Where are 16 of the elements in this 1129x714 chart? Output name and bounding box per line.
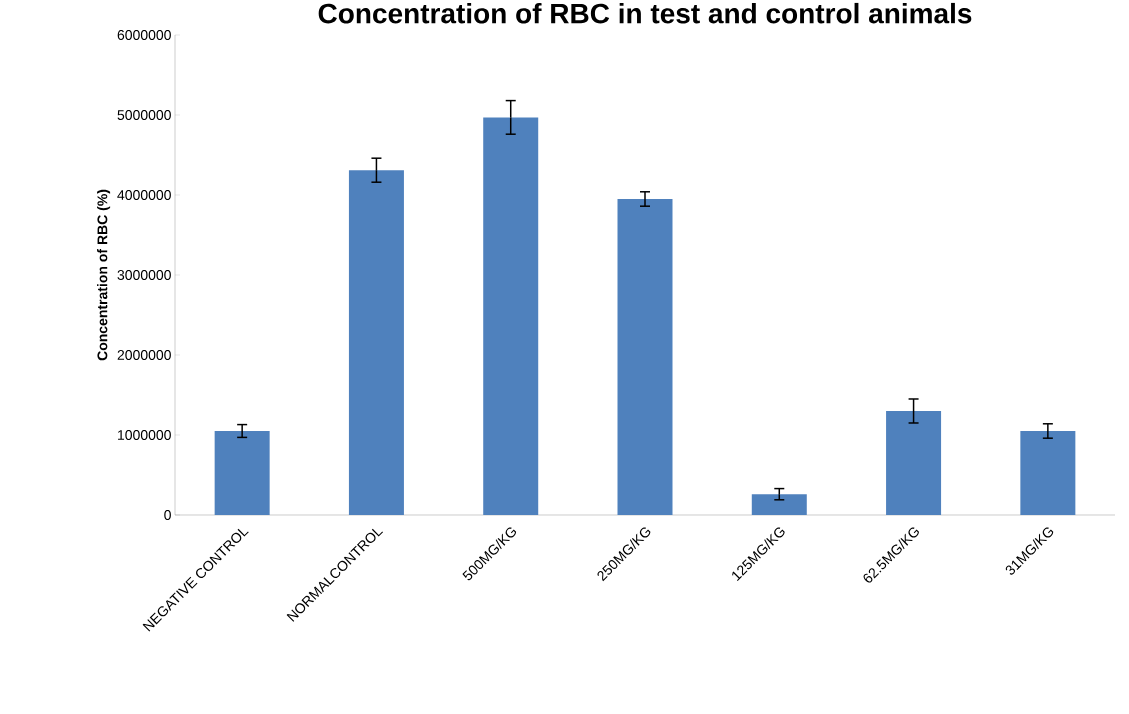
bar <box>617 198 673 515</box>
bar <box>214 430 270 515</box>
y-tick-label: 6000000 <box>117 30 171 40</box>
y-tick-label: 2000000 <box>117 350 171 360</box>
bar <box>886 410 942 515</box>
y-tick-label: 4000000 <box>117 190 171 200</box>
y-axis-title: Concentration of RBC (%) <box>97 189 111 361</box>
y-tick-label: 5000000 <box>117 110 171 120</box>
y-tick-label: 1000000 <box>118 430 171 440</box>
bar <box>751 494 807 515</box>
bar <box>483 117 539 515</box>
bar <box>1020 430 1076 515</box>
y-tick-label: 0 <box>164 510 171 520</box>
y-tick-label: 3000000 <box>117 270 171 280</box>
chart-title: Concentration of RBC in test and control animals <box>318 2 972 24</box>
bar <box>348 170 404 515</box>
